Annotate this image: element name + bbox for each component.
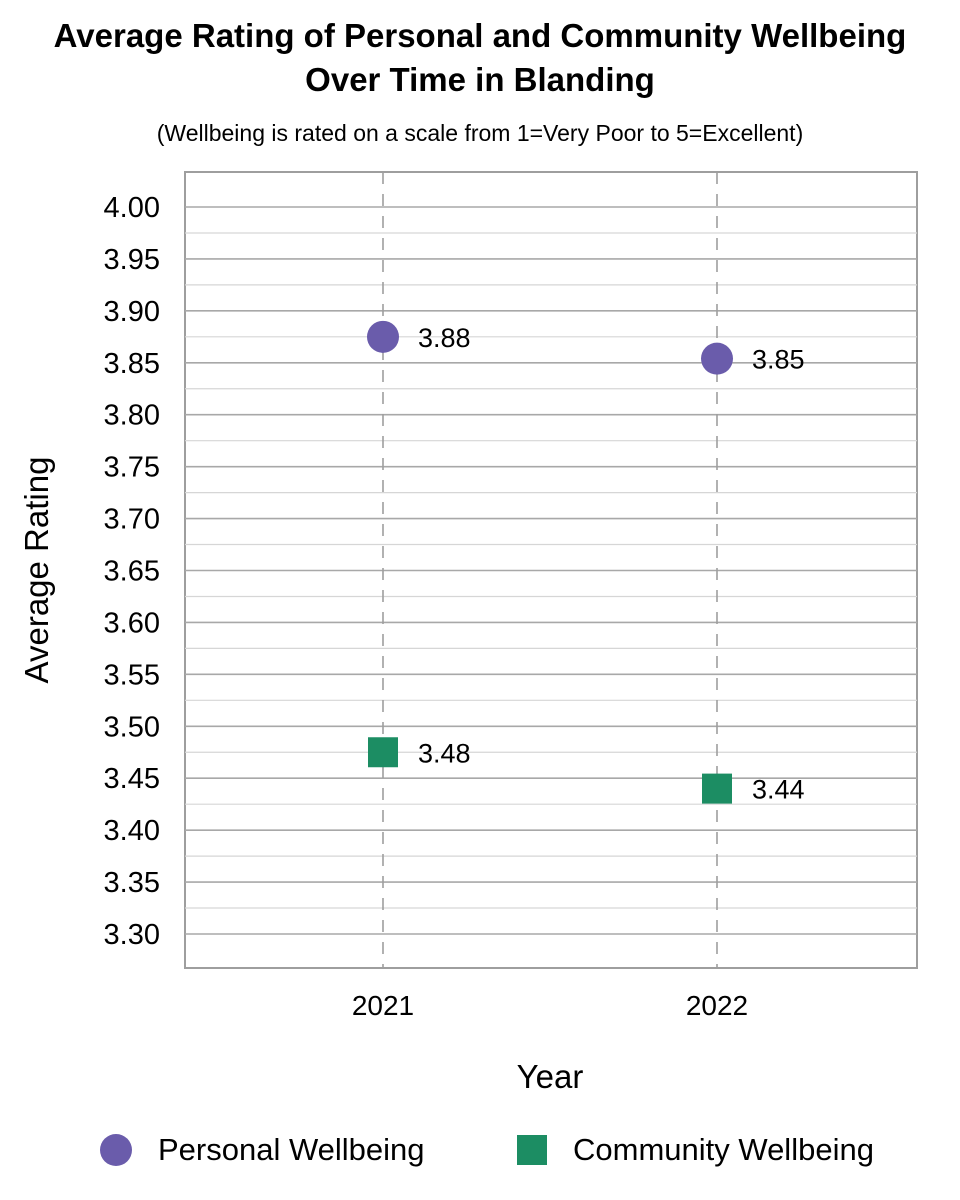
legend-square-marker: [517, 1135, 547, 1165]
chart-title-line-1: Average Rating of Personal and Community…: [53, 17, 907, 54]
y-tick-label: 3.45: [104, 763, 160, 795]
chart-title-line-2: Over Time in Blanding: [305, 61, 655, 98]
legend-item-personal-wellbeing: Personal Wellbeing: [100, 1128, 425, 1172]
y-axis-title: Average Rating: [18, 457, 55, 684]
data-label: 3.44: [752, 775, 805, 805]
x-tick-label: 2021: [352, 990, 414, 1021]
x-axis-title: Year: [517, 1058, 584, 1095]
data-point-personal: [701, 342, 733, 375]
y-tick-label: 3.85: [104, 348, 160, 380]
legend-label-community: Community Wellbeing: [573, 1132, 874, 1167]
y-tick-label: 3.65: [104, 556, 160, 588]
y-tick-label: 3.30: [104, 919, 160, 951]
chart-title: Average Rating of Personal and Community…: [0, 14, 960, 102]
legend-label-personal: Personal Wellbeing: [158, 1132, 425, 1167]
y-tick-label: 3.70: [104, 504, 160, 536]
chart-subtitle: (Wellbeing is rated on a scale from 1=Ve…: [156, 120, 804, 146]
data-point-community: [702, 773, 732, 804]
y-tick-label: 3.40: [104, 815, 160, 847]
y-tick-label: 3.80: [104, 400, 160, 432]
y-tick-label: 3.55: [104, 659, 160, 691]
data-label: 3.88: [418, 323, 471, 353]
y-tick-label: 3.50: [104, 711, 160, 743]
data-point-personal: [367, 320, 399, 353]
y-tick-label: 4.00: [104, 192, 160, 224]
y-tick-label: 3.60: [104, 607, 160, 639]
data-label: 3.85: [752, 345, 805, 375]
x-tick-label: 2022: [686, 990, 748, 1021]
data-point-community: [368, 737, 398, 768]
y-tick-label: 3.35: [104, 867, 160, 899]
y-tick-label: 3.75: [104, 452, 160, 484]
legend: Personal Wellbeing Community Wellbeing: [0, 1128, 960, 1174]
y-tick-label: 3.95: [104, 244, 160, 276]
legend-item-community-wellbeing: Community Wellbeing: [517, 1128, 874, 1172]
data-label: 3.48: [418, 738, 471, 768]
y-tick-label: 3.90: [104, 296, 160, 328]
legend-circle-marker: [100, 1134, 132, 1166]
